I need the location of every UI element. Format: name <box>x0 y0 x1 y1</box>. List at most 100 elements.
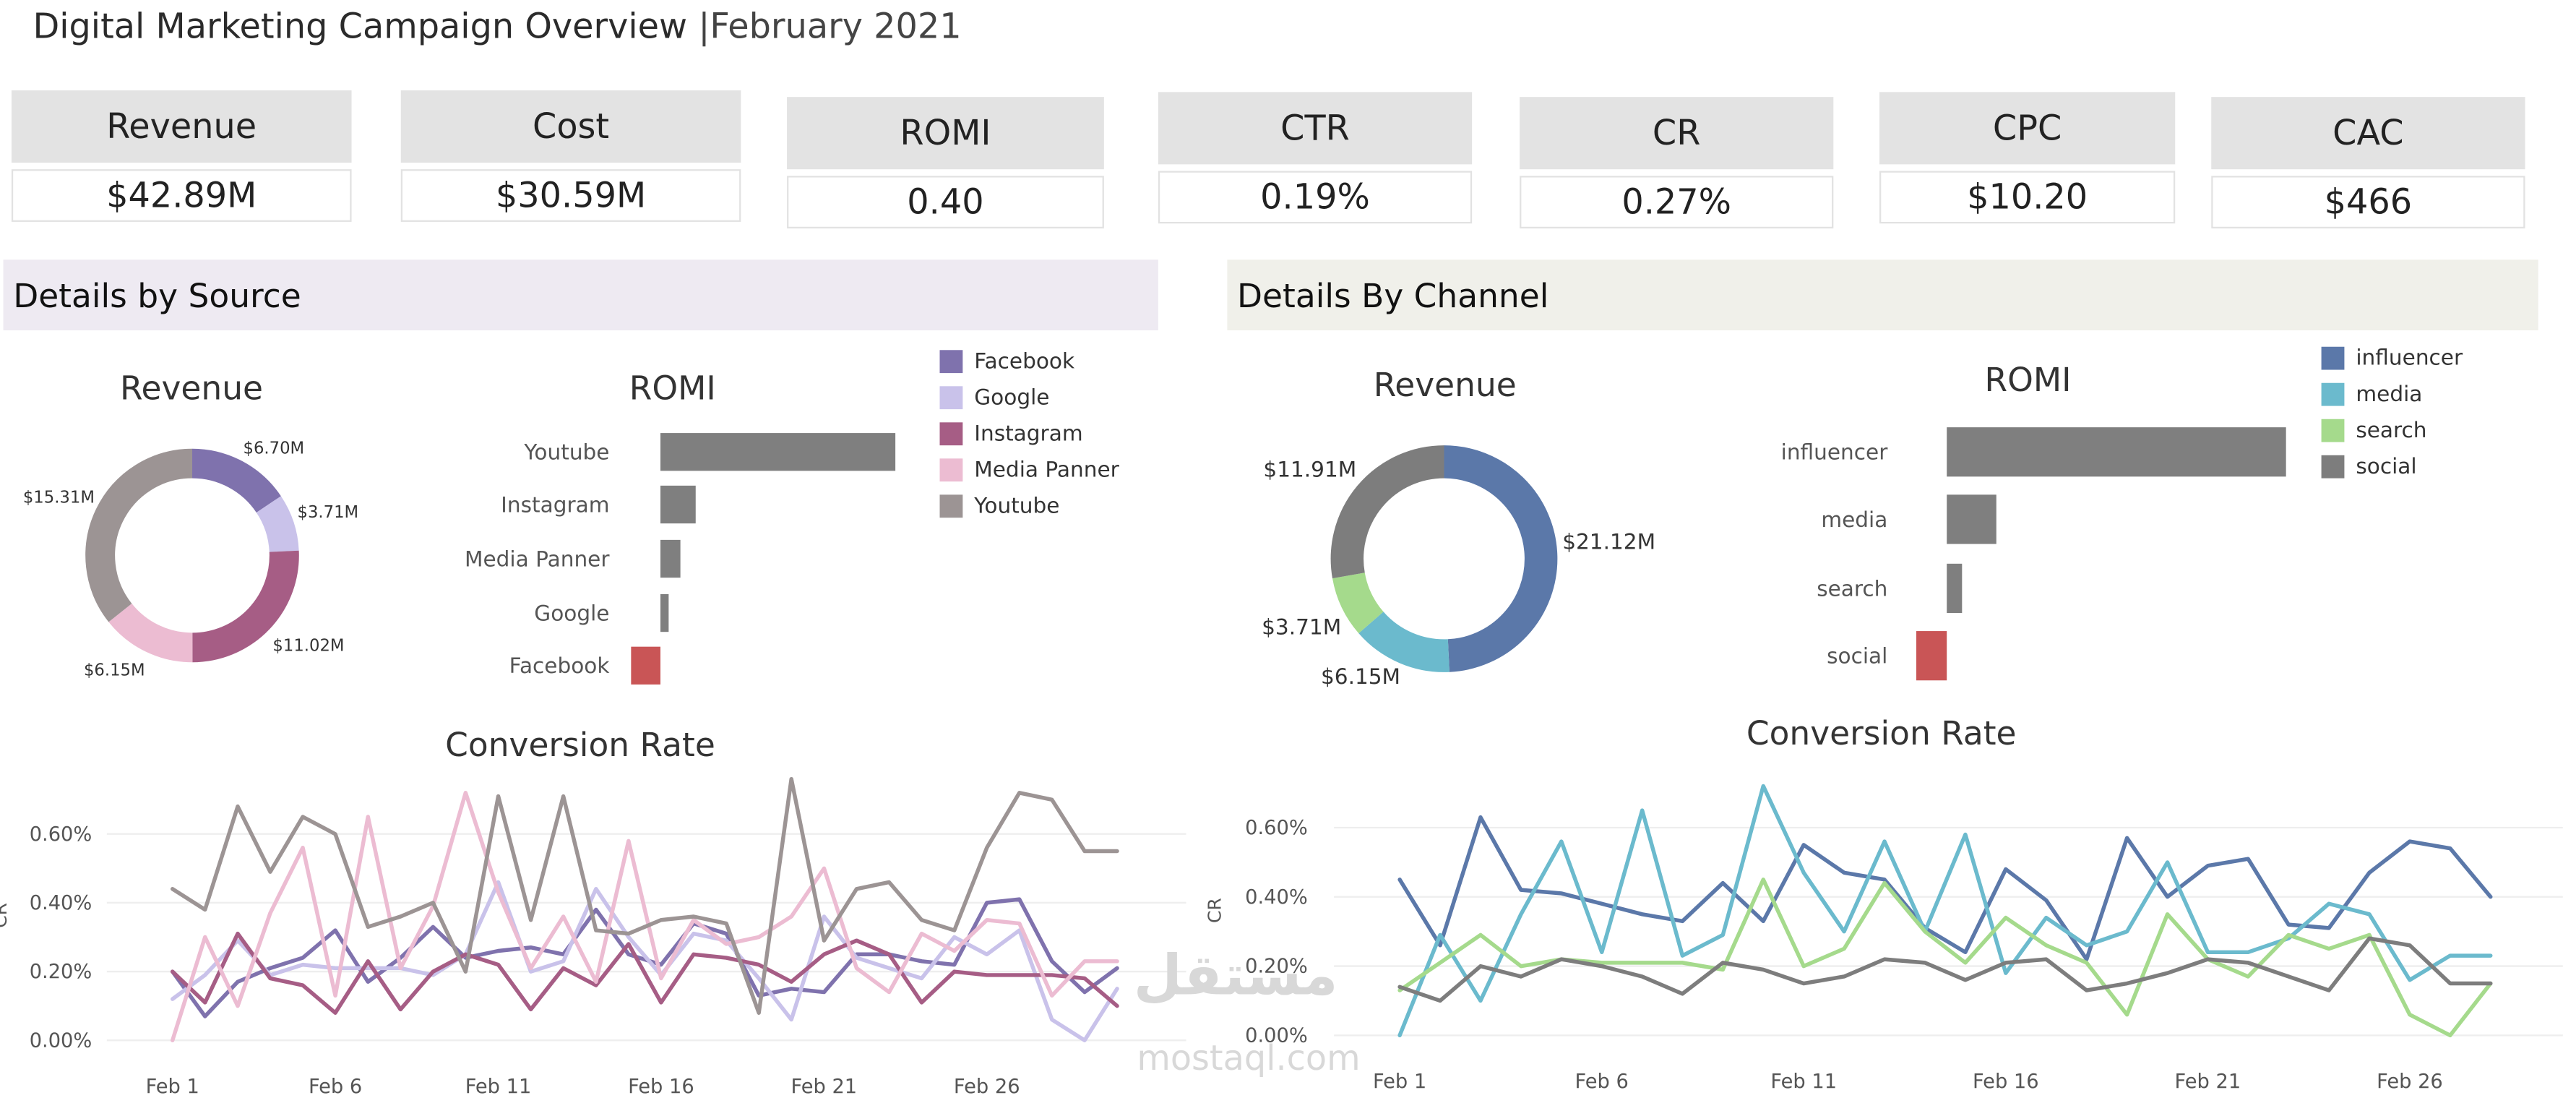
y-tick-label: 0.20% <box>30 961 92 983</box>
donut-slice <box>256 496 299 553</box>
bar-label: Facebook <box>509 653 611 678</box>
source-legend: Facebook Google Instagram Media Panner Y… <box>939 343 1119 524</box>
legend-item: Media Panner <box>939 452 1119 488</box>
source-cr-title: Conversion Rate <box>445 724 715 765</box>
page-title: Digital Marketing Campaign Overview |Feb… <box>33 7 962 46</box>
slice-label: $11.91M <box>1263 457 1356 481</box>
slice-label: $15.31M <box>23 489 95 507</box>
kpi-value: 0.40 <box>787 176 1104 229</box>
kpi-value: $30.59M <box>400 169 741 222</box>
channel-romi-title: ROMI <box>1984 359 2072 400</box>
donut-slice <box>191 550 299 663</box>
donut-slice <box>1444 445 1558 672</box>
legend-label: search <box>2356 418 2427 443</box>
y-axis-label: CR <box>1204 898 1225 923</box>
bar-label: Google <box>534 601 609 625</box>
section-header-channel: Details By Channel <box>1227 259 2538 330</box>
x-tick-label: Feb 16 <box>628 1076 694 1098</box>
legend-item: Google <box>939 379 1119 416</box>
slice-label: $3.71M <box>1262 615 1341 640</box>
romi-bar <box>660 539 681 578</box>
kpi-value: 0.27% <box>1520 176 1834 229</box>
kpi-value: 0.19% <box>1158 171 1473 224</box>
kpi-label: ROMI <box>787 97 1104 170</box>
watermark-arabic: مستقل <box>1133 943 1338 1009</box>
legend-swatch <box>939 494 963 518</box>
legend-item: Youtube <box>939 488 1119 524</box>
donut-slice <box>1332 572 1384 634</box>
legend-label: Youtube <box>974 494 1060 519</box>
source-revenue-title: Revenue <box>119 368 264 408</box>
kpi-value: $10.20 <box>1879 171 2176 224</box>
channel-cr-title: Conversion Rate <box>1746 713 2017 753</box>
y-tick-label: 0.40% <box>1245 886 1308 909</box>
legend-swatch <box>2321 419 2345 442</box>
kpi-revenue: Revenue $42.89M <box>11 90 352 222</box>
legend-item: Facebook <box>939 343 1119 379</box>
legend-label: Google <box>974 385 1050 411</box>
slice-label: $6.15M <box>84 661 145 679</box>
kpi-value: $42.89M <box>11 169 352 222</box>
donut-slice <box>1358 611 1449 672</box>
kpi-romi: ROMI 0.40 <box>787 97 1104 229</box>
kpi-label: CAC <box>2211 97 2525 170</box>
channel-legend: influencer media search social <box>2321 340 2463 485</box>
legend-label: Media Panner <box>974 458 1119 483</box>
legend-label: influencer <box>2356 346 2463 371</box>
slice-label: $21.12M <box>1562 529 1655 554</box>
series-line <box>1397 936 2493 1003</box>
section-header-source: Details by Source <box>3 259 1158 330</box>
slice-label: $6.70M <box>243 439 304 458</box>
legend-swatch <box>2321 382 2345 406</box>
legend-swatch <box>939 350 963 374</box>
kpi-label: CR <box>1520 97 1834 170</box>
y-tick-label: 0.60% <box>30 823 92 846</box>
y-tick-label: 0.00% <box>1245 1024 1308 1047</box>
bar-label: media <box>1821 507 1887 532</box>
x-tick-label: Feb 6 <box>309 1076 362 1098</box>
legend-swatch <box>2321 346 2345 370</box>
kpi-label: CTR <box>1158 92 1473 165</box>
bar-label: influencer <box>1781 440 1889 465</box>
x-tick-label: Feb 1 <box>146 1076 199 1098</box>
x-tick-label: Feb 16 <box>1973 1071 2039 1093</box>
kpi-value: $466 <box>2211 176 2525 229</box>
legend-swatch <box>939 386 963 410</box>
legend-item: influencer <box>2321 340 2463 377</box>
series-line <box>170 897 1119 1018</box>
donut-slice <box>1330 445 1445 579</box>
x-tick-label: Feb 26 <box>954 1076 1020 1098</box>
x-tick-label: Feb 11 <box>465 1076 532 1098</box>
romi-bar <box>1947 494 1996 544</box>
kpi-cr: CR 0.27% <box>1520 97 1834 229</box>
donut-slice <box>191 448 281 513</box>
series-line <box>170 776 1119 1015</box>
romi-bar <box>1947 563 1963 614</box>
kpi-label: CPC <box>1879 92 2176 165</box>
x-tick-label: Feb 21 <box>2175 1071 2241 1093</box>
x-tick-label: Feb 1 <box>1373 1071 1426 1093</box>
bar-label: Youtube <box>523 440 609 465</box>
bar-label: Media Panner <box>465 546 610 571</box>
legend-label: social <box>2356 454 2417 479</box>
legend-item: Instagram <box>939 416 1119 452</box>
bar-label: social <box>1827 644 1887 669</box>
kpi-ctr: CTR 0.19% <box>1158 92 1473 224</box>
legend-label: Instagram <box>974 421 1083 447</box>
series-line <box>1397 784 2493 1038</box>
series-line <box>170 791 1119 1042</box>
y-tick-label: 0.00% <box>30 1029 92 1052</box>
donut-slice <box>108 603 193 663</box>
kpi-cpc: CPC $10.20 <box>1879 92 2176 224</box>
romi-bar <box>660 485 696 524</box>
y-tick-label: 0.60% <box>1245 817 1308 839</box>
legend-label: media <box>2356 382 2423 407</box>
donut-slice <box>85 448 193 622</box>
legend-item: search <box>2321 413 2463 449</box>
legend-label: Facebook <box>974 349 1075 374</box>
source-romi-title: ROMI <box>629 368 716 408</box>
channel-revenue-title: Revenue <box>1373 364 1517 405</box>
kpi-label: Cost <box>400 90 741 163</box>
x-tick-label: Feb 6 <box>1575 1071 1629 1093</box>
